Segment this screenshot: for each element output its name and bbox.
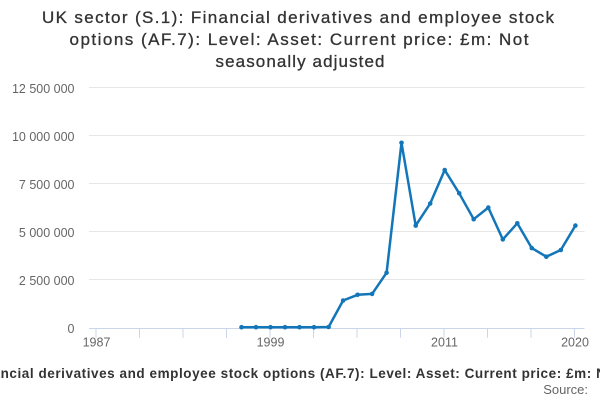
svg-text:12 500 000: 12 500 000: [12, 82, 75, 96]
svg-text:1987: 1987: [83, 336, 111, 350]
svg-text:7 500 000: 7 500 000: [19, 178, 75, 192]
svg-text:10 000 000: 10 000 000: [12, 130, 75, 144]
svg-text:2020: 2020: [561, 336, 589, 350]
svg-text:1999: 1999: [257, 336, 285, 350]
svg-text:UK sector (S.1): Financial der: UK sector (S.1): Financial derivatives a…: [42, 8, 555, 27]
svg-text:2011: 2011: [431, 336, 458, 350]
svg-text:options (AF.7): Level: Asset:: options (AF.7): Level: Asset: Current pr…: [70, 30, 529, 49]
svg-text:5 000 000: 5 000 000: [19, 226, 75, 240]
svg-text:Source:: Source:: [543, 382, 588, 397]
svg-text:seasonally adjusted: seasonally adjusted: [216, 52, 385, 71]
svg-text:0: 0: [68, 322, 75, 336]
svg-text:UK sector (S.1): Financial der: UK sector (S.1): Financial derivatives a…: [0, 366, 600, 381]
svg-text:2 500 000: 2 500 000: [19, 274, 75, 288]
